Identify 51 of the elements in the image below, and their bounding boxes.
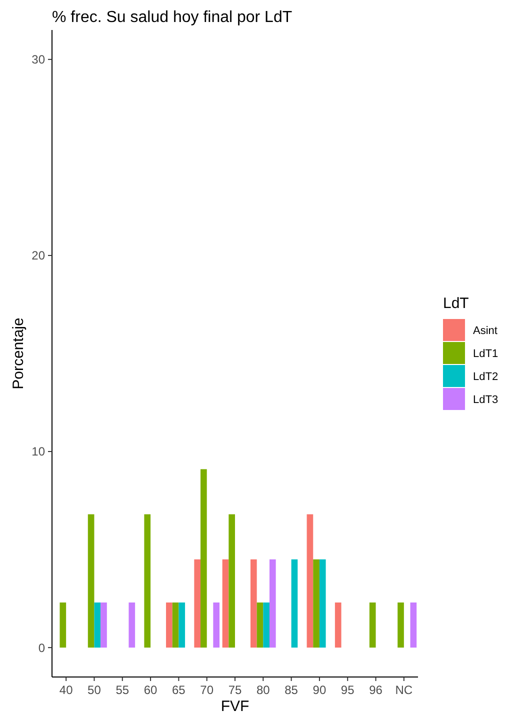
x-tick-label: 60: [144, 683, 158, 697]
bar: [250, 559, 257, 648]
legend-label: LdT3: [473, 394, 498, 406]
legend-label: LdT2: [473, 370, 498, 383]
x-tick-label: 55: [116, 683, 130, 697]
x-tick-label: 40: [59, 683, 74, 697]
bar: [269, 559, 276, 648]
bar: [178, 602, 186, 648]
bar: [319, 559, 326, 648]
y-tick-label: 10: [32, 444, 46, 459]
bar: [200, 469, 207, 648]
x-tick-label: 96: [369, 683, 383, 697]
chart-title: % frec. Su salud hoy final por LdT: [52, 9, 292, 26]
x-tick-label: 80: [256, 683, 270, 697]
y-tick-label: 30: [32, 52, 46, 67]
x-tick-label: 85: [284, 683, 298, 697]
bar: [213, 602, 220, 648]
bar: [94, 602, 101, 648]
legend-label: LdT1: [473, 348, 498, 360]
bar: [334, 602, 342, 648]
x-tick-label: 50: [88, 683, 102, 697]
bar: [128, 602, 136, 648]
legend-label: Asint: [473, 324, 498, 337]
bar: [228, 514, 235, 648]
bar: [222, 559, 229, 648]
bar: [306, 514, 314, 648]
x-tick-label: 75: [228, 683, 242, 697]
x-axis-title: FVF: [220, 698, 250, 715]
bar: [166, 602, 172, 648]
x-tick-label: 90: [312, 683, 326, 697]
bar: [398, 602, 404, 648]
bar: [194, 559, 201, 648]
x-tick-label: 65: [172, 683, 186, 697]
bar: [313, 559, 320, 648]
bar: [256, 602, 264, 648]
bar: [100, 602, 107, 648]
x-tick-label: NC: [395, 683, 413, 697]
bar: [263, 602, 270, 648]
bar: [60, 602, 66, 648]
bar: [172, 602, 179, 648]
x-tick-label: 70: [200, 683, 214, 697]
y-tick-label: 20: [32, 248, 46, 263]
bar: [291, 559, 298, 648]
bar: [144, 514, 151, 648]
bar: [88, 514, 94, 648]
y-tick-label: 0: [38, 640, 46, 655]
x-tick-label: 95: [340, 683, 355, 697]
bar: [369, 602, 376, 648]
y-axis-title: Porcentaje: [10, 318, 27, 390]
legend-title: LdT: [443, 295, 469, 312]
bar: [410, 602, 417, 648]
